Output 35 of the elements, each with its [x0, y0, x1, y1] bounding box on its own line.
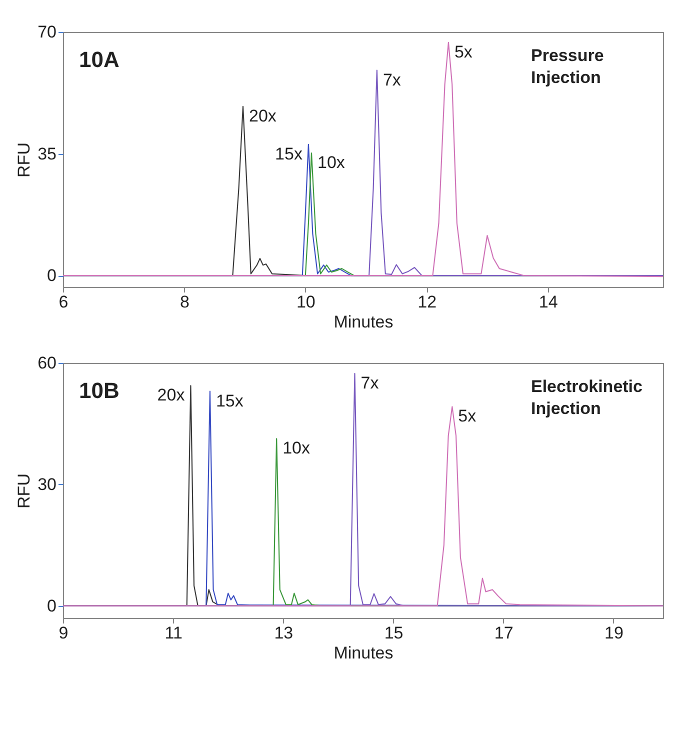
x-tick-label: 11	[164, 624, 182, 642]
y-tick-label: 35	[38, 144, 56, 164]
annotation: 10A	[79, 47, 120, 72]
x-tick-label: 17	[494, 624, 514, 642]
x-tick-label: 13	[274, 624, 294, 642]
annotation: Pressure Injection	[531, 46, 604, 87]
y-tick-label: 60	[38, 354, 56, 372]
series-label: 7x	[382, 70, 402, 90]
x-tick-label: 14	[538, 292, 558, 312]
x-tick-label: 8	[180, 292, 190, 312]
series-label: 15x	[216, 391, 244, 410]
x-tick-label: 6	[58, 292, 68, 312]
annotation: Electrokinetic Injection	[531, 377, 642, 418]
y-tick-label: 70	[38, 22, 56, 42]
y-axis-title: RFU	[14, 474, 34, 508]
series-label: 7x	[360, 374, 380, 393]
x-axis-title: Minutes	[334, 644, 394, 662]
series-label: 10x	[317, 153, 346, 172]
series-label: 20x	[249, 106, 277, 126]
x-tick-label: 9	[58, 624, 68, 642]
x-tick-label: 19	[604, 624, 624, 642]
x-axis-title: Minutes	[334, 312, 394, 332]
x-tick-label: 10	[296, 292, 316, 312]
series-label: 5x	[458, 406, 477, 426]
series-label: 10x	[282, 438, 310, 458]
y-tick-label: 30	[38, 474, 56, 494]
y-tick-label: 0	[47, 596, 56, 616]
series-label: 20x	[157, 386, 186, 405]
x-tick-label: 12	[418, 292, 437, 312]
y-tick-label: 0	[47, 266, 56, 286]
annotation: 10B	[79, 378, 120, 403]
series-label: 5x	[454, 42, 473, 62]
series-label: 15x	[275, 144, 303, 164]
y-axis-title: RFU	[14, 142, 34, 178]
x-tick-label: 15	[384, 624, 404, 642]
